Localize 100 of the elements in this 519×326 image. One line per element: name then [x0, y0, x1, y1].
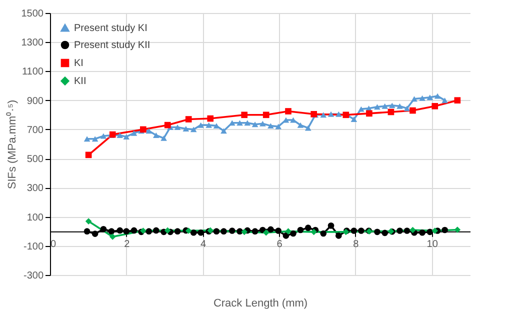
point: [100, 133, 107, 139]
point: [275, 228, 282, 234]
legend-label: Present study KI: [74, 23, 148, 34]
point: [374, 104, 380, 110]
point: [182, 126, 190, 132]
y-tick-label: -100: [23, 241, 44, 252]
point: [350, 228, 358, 234]
point: [285, 228, 292, 234]
point: [85, 218, 92, 224]
point: [432, 102, 438, 110]
point: [432, 228, 438, 234]
point: [241, 112, 248, 118]
point: [262, 112, 270, 118]
point: [185, 228, 192, 234]
point: [108, 228, 115, 234]
y-axis-title: SIFs (MPa.mm⁰·⁵): [5, 100, 18, 190]
point: [152, 227, 160, 234]
point: [146, 228, 152, 234]
point: [388, 108, 394, 116]
y-tick-label: -300: [23, 270, 44, 282]
point: [410, 226, 416, 234]
point: [146, 128, 152, 134]
point: [410, 107, 416, 114]
point: [320, 230, 327, 237]
point: [190, 229, 197, 236]
point: [419, 95, 426, 101]
x-tick-label: 6: [276, 238, 283, 250]
y-tick-label: 1500: [21, 8, 44, 20]
point: [442, 226, 448, 234]
point: [282, 117, 290, 123]
point: [260, 120, 266, 126]
point: [130, 227, 138, 234]
point: [328, 222, 334, 229]
point: [185, 116, 192, 122]
point: [220, 228, 227, 234]
point: [328, 111, 334, 117]
point: [262, 229, 270, 236]
point: [190, 126, 197, 132]
point: [207, 115, 214, 122]
point: [116, 132, 124, 138]
point: [198, 122, 204, 128]
point: [304, 224, 312, 231]
point: [335, 232, 342, 239]
point: [198, 229, 204, 236]
point: [123, 134, 130, 140]
point: [241, 228, 248, 236]
point: [123, 228, 130, 234]
point: [426, 94, 434, 100]
point: [206, 122, 212, 128]
legend-label: KI: [74, 58, 84, 69]
point: [220, 128, 227, 134]
point: [100, 226, 107, 232]
point: [164, 122, 171, 128]
legend-label: KII: [74, 76, 86, 87]
y-tick-label: 300: [26, 183, 44, 194]
point: [116, 227, 124, 234]
point: [152, 132, 160, 138]
point: [335, 111, 342, 117]
y-tick-label: 700: [26, 124, 44, 136]
point: [358, 228, 364, 234]
point: [419, 229, 426, 236]
legend-label: Present study KII: [74, 40, 150, 51]
point: [350, 116, 358, 122]
point: [442, 98, 448, 104]
point: [213, 228, 220, 234]
point: [174, 124, 181, 130]
y-tick-label: 100: [26, 212, 44, 224]
x-tick-label: 2: [124, 238, 130, 250]
point: [244, 120, 251, 126]
point: [164, 227, 171, 234]
point: [268, 123, 274, 129]
point: [320, 112, 327, 118]
point: [304, 125, 312, 131]
point: [252, 122, 258, 128]
y-tick-label: 1300: [21, 38, 44, 49]
point: [252, 228, 258, 234]
point: [174, 228, 181, 234]
point: [290, 117, 296, 123]
y-tick-label: 1100: [22, 66, 44, 78]
x-tick-label: 8: [353, 238, 360, 250]
point: [454, 226, 461, 233]
point: [268, 226, 274, 233]
point: [454, 97, 461, 104]
point: [396, 228, 403, 234]
point: [92, 136, 98, 142]
point: [160, 135, 167, 141]
point: [426, 228, 434, 236]
point: [285, 108, 292, 114]
point: [404, 228, 410, 234]
x-tick-label: 4: [200, 238, 206, 250]
x-axis-title: Crack Length (mm): [213, 298, 308, 310]
point: [434, 93, 441, 99]
point: [297, 226, 304, 234]
point: [382, 103, 388, 109]
x-tick-label: 10: [426, 238, 438, 250]
point: [358, 106, 364, 112]
point: [290, 230, 296, 237]
point: [84, 136, 90, 142]
point: [109, 234, 116, 240]
point: [213, 123, 220, 129]
